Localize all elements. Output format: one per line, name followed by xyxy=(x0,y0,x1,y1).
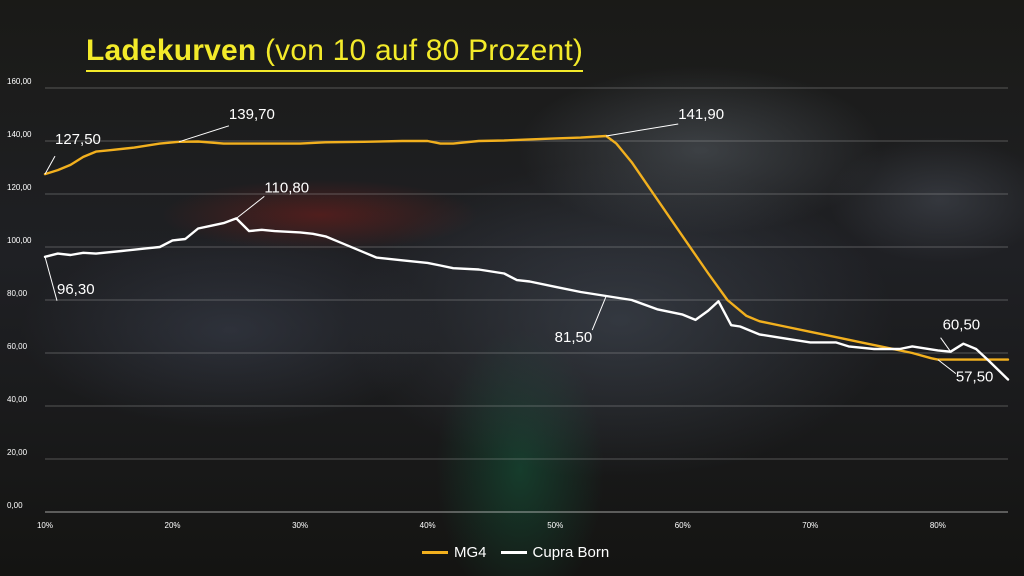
annotation-label: 81,50 xyxy=(555,329,593,346)
x-tick-label: 80% xyxy=(930,521,946,530)
x-tick-label: 10% xyxy=(37,521,53,530)
annotation-label: 110,80 xyxy=(264,179,309,196)
annotation-leader xyxy=(44,256,58,301)
annotation-leader xyxy=(236,195,265,219)
x-tick-label: 30% xyxy=(292,521,308,530)
legend-item-mg4: MG4 xyxy=(422,544,487,561)
y-tick-label: 20,00 xyxy=(7,448,28,457)
y-tick-label: 100,00 xyxy=(7,236,32,245)
y-tick-label: 80,00 xyxy=(7,289,28,298)
x-tick-label: 50% xyxy=(547,521,563,530)
title-main: Ladekurven xyxy=(86,34,257,67)
annotation-label: 139,70 xyxy=(229,106,275,123)
annotation-leader xyxy=(591,295,607,331)
legend: MG4 Cupra Born xyxy=(422,542,609,562)
y-tick-label: 160,00 xyxy=(7,77,32,86)
annotation-label: 60,50 xyxy=(943,317,981,334)
annotation-leader xyxy=(937,359,957,375)
annotation-leader xyxy=(44,155,56,175)
annotation-leader xyxy=(178,125,230,143)
y-axis-ticks: 0,00 20,00 40,00 60,00 80,00 100,00 120,00 140,… xyxy=(7,77,32,510)
legend-label-cupra-born: Cupra Born xyxy=(532,543,610,561)
y-tick-label: 40,00 xyxy=(7,395,28,404)
annotation-label: 96,30 xyxy=(57,281,95,298)
series-line-cupra-born xyxy=(43,217,1010,381)
x-tick-label: 70% xyxy=(802,521,818,530)
x-tick-label: 20% xyxy=(165,521,181,530)
annotation-label: 141,90 xyxy=(678,106,724,123)
annotation-label: 57,50 xyxy=(956,369,994,386)
legend-item-cupra-born: Cupra Born xyxy=(500,543,610,561)
gridlines xyxy=(45,87,1008,513)
y-tick-label: 120,00 xyxy=(7,183,32,192)
annotation-leader xyxy=(940,337,952,352)
series-lines xyxy=(43,134,1010,381)
series-line-mg4 xyxy=(43,134,1010,361)
annotation-leader xyxy=(606,123,679,137)
legend-swatch-mg4 xyxy=(422,550,448,554)
legend-swatch-cupra-born xyxy=(500,550,527,554)
chart-title: Ladekurven (von 10 auf 80 Prozent) xyxy=(86,34,584,72)
y-tick-label: 140,00 xyxy=(7,130,32,139)
annotations: 127,50 139,70 141,90 57,50 96,30 110,80 81,50 6… xyxy=(44,106,994,386)
x-axis-ticks: 10% 20% 30% 40% 50% 60% 70% 80% xyxy=(37,521,946,530)
annotation-label: 127,50 xyxy=(55,131,101,148)
y-tick-label: 0,00 xyxy=(7,501,23,510)
x-tick-label: 40% xyxy=(420,521,436,530)
title-sub: (von 10 auf 80 Prozent) xyxy=(264,34,584,67)
x-tick-label: 60% xyxy=(675,521,691,530)
y-tick-label: 60,00 xyxy=(7,342,28,351)
legend-label-mg4: MG4 xyxy=(454,543,487,561)
